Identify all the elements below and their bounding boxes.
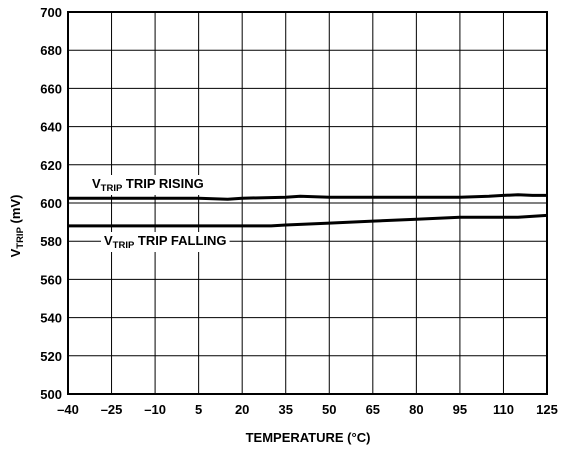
y-tick-label: 680 bbox=[40, 43, 62, 58]
rising-label-text: TRIP RISING bbox=[122, 176, 203, 191]
y-tick-label: 580 bbox=[40, 234, 62, 249]
plot-frame bbox=[67, 11, 548, 395]
y-axis-label: VTRIP (mV) bbox=[8, 195, 26, 258]
rising-label-background bbox=[89, 175, 207, 195]
y-tick-label: 640 bbox=[40, 120, 62, 135]
y-axis-label-sub: TRIP bbox=[15, 226, 26, 248]
falling-label-background bbox=[101, 232, 230, 252]
y-tick-label: 560 bbox=[40, 272, 62, 287]
y-tick-label: 600 bbox=[40, 196, 62, 211]
series-line-trip-rising bbox=[68, 193, 547, 201]
x-tick-label: 35 bbox=[278, 402, 292, 417]
falling-label-text: TRIP FALLING bbox=[134, 233, 226, 248]
y-tick-label: 520 bbox=[40, 349, 62, 364]
falling-label-main: V bbox=[104, 233, 113, 248]
x-tick-labels: –40 –25 –10 5 20 35 50 65 80 95 110 125 bbox=[57, 402, 558, 417]
x-axis-label: TEMPERATURE (°C) bbox=[246, 430, 371, 445]
x-tick-label: –40 bbox=[57, 402, 79, 417]
y-tick-label: 660 bbox=[40, 81, 62, 96]
rising-label-main: V bbox=[92, 176, 101, 191]
rising-label-sub: TRIP bbox=[101, 183, 123, 194]
grid bbox=[67, 11, 548, 395]
y-axis-label-main: V bbox=[8, 248, 23, 257]
series-line-trip-falling bbox=[68, 213, 548, 228]
y-tick-labels: 500 520 540 560 580 600 620 640 660 680 700 bbox=[40, 5, 62, 402]
x-tick-label: 80 bbox=[409, 402, 423, 417]
x-tick-label: 65 bbox=[366, 402, 380, 417]
y-tick-label: 540 bbox=[40, 311, 62, 326]
x-tick-label: 20 bbox=[235, 402, 249, 417]
x-tick-label: 95 bbox=[453, 402, 467, 417]
x-tick-label: 110 bbox=[493, 402, 514, 417]
y-axis-label-suffix: (mV) bbox=[8, 195, 23, 228]
y-tick-label: 500 bbox=[40, 387, 62, 402]
x-tick-label: –25 bbox=[101, 402, 123, 417]
rising-series-label: VTRIP TRIP RISING bbox=[92, 176, 204, 194]
falling-series-label: VTRIP TRIP FALLING bbox=[104, 233, 227, 251]
x-tick-label: 5 bbox=[195, 402, 202, 417]
x-tick-label: 125 bbox=[536, 402, 558, 417]
y-tick-label: 620 bbox=[40, 158, 62, 173]
x-tick-label: 50 bbox=[322, 402, 336, 417]
x-tick-label: –10 bbox=[144, 402, 166, 417]
y-tick-label: 700 bbox=[40, 5, 62, 20]
series-layer bbox=[68, 193, 548, 228]
falling-label-sub: TRIP bbox=[113, 240, 135, 251]
